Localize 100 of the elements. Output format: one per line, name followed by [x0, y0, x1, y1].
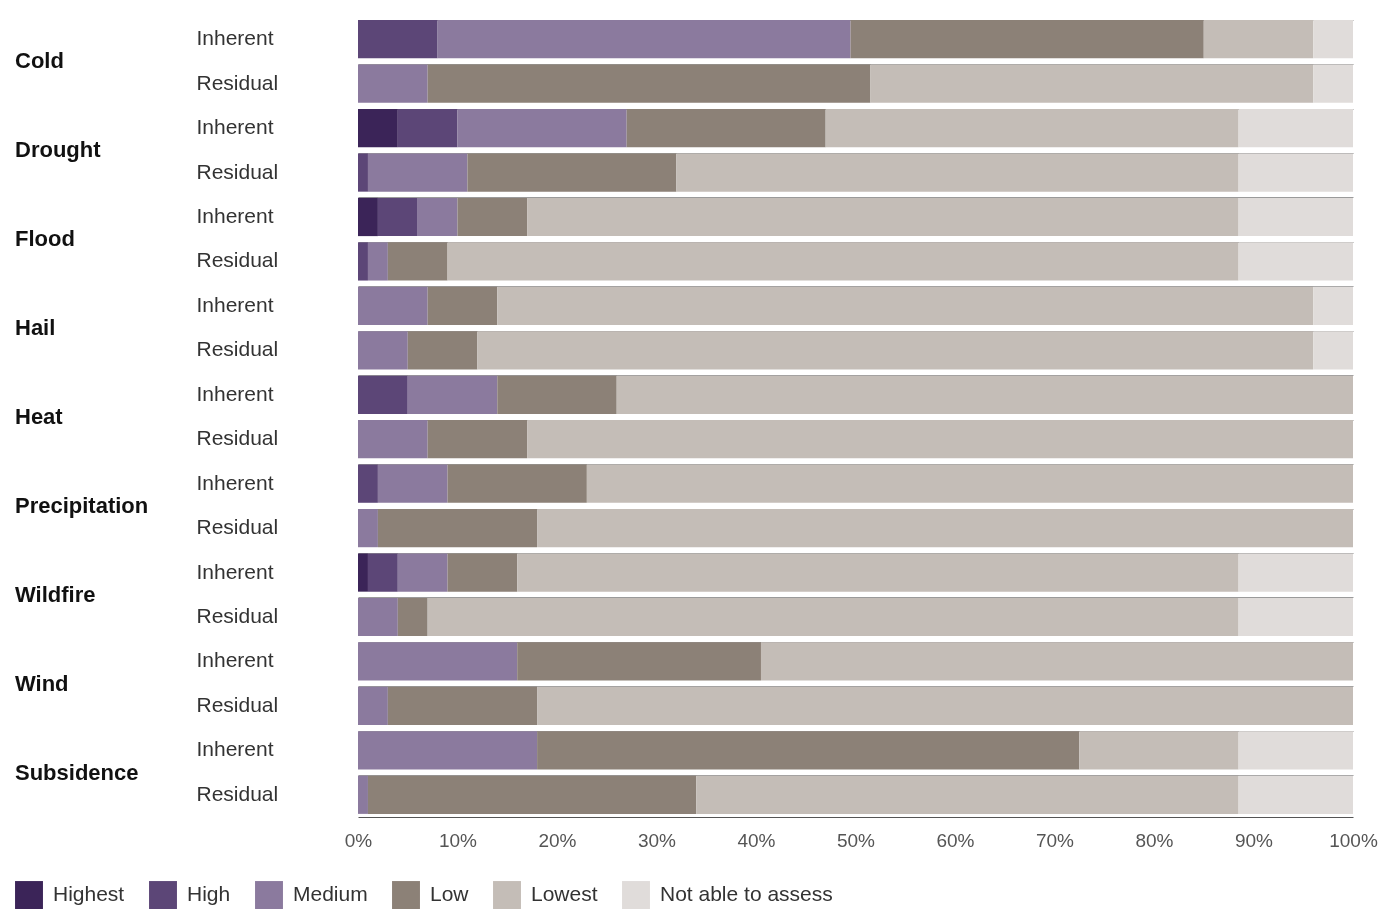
x-tick-label: 30%	[637, 829, 677, 851]
bar	[358, 153, 368, 192]
bar	[537, 509, 1353, 548]
bar	[358, 242, 368, 281]
bar	[358, 331, 408, 370]
bar	[367, 775, 697, 814]
bar	[1313, 286, 1353, 325]
bar	[1238, 731, 1353, 770]
text: Wind	[15, 670, 69, 696]
bar	[358, 375, 408, 414]
bar	[377, 509, 538, 548]
y-tick-label: Residual	[196, 248, 279, 272]
x-tick-label: 20%	[538, 829, 577, 851]
bar	[467, 153, 677, 192]
y-tick-label: Inherent	[196, 737, 274, 761]
bar	[427, 286, 498, 325]
bar	[358, 686, 388, 725]
bar	[447, 464, 587, 503]
legend-label: Highest	[53, 882, 125, 906]
bar	[1238, 775, 1353, 814]
bar	[1079, 731, 1239, 770]
bar	[477, 331, 1314, 370]
bar	[676, 153, 1239, 192]
bar	[397, 553, 448, 592]
y-tick-label: Inherent	[196, 381, 274, 405]
bar	[397, 109, 458, 148]
y-tick-label: Inherent	[196, 26, 274, 50]
bar	[358, 731, 538, 770]
bar	[358, 286, 428, 325]
y-tick-label: Residual	[196, 426, 279, 450]
bar	[358, 464, 378, 503]
legend-label: Medium	[293, 882, 368, 906]
x-tick-label: 10%	[438, 829, 478, 851]
text: Subsidence	[15, 759, 139, 785]
bar	[358, 597, 398, 637]
bar	[358, 775, 368, 814]
text: Precipitation	[15, 492, 149, 518]
bar	[537, 686, 1353, 725]
y-tick-label: Inherent	[196, 559, 274, 583]
y-tick-label: Residual	[196, 692, 279, 716]
bar	[358, 197, 378, 237]
y-tick-label: Inherent	[196, 115, 274, 139]
bar	[586, 464, 1353, 503]
text: Wildfire	[15, 581, 96, 607]
bar	[616, 375, 1353, 414]
text: Cold	[15, 48, 64, 74]
x-tick-label: 70%	[1035, 829, 1075, 851]
y-tick-label: Inherent	[196, 470, 274, 494]
bar	[407, 331, 478, 370]
bar	[1238, 153, 1353, 192]
y-tick-label: Inherent	[196, 292, 274, 316]
bar	[1313, 20, 1353, 59]
bar	[1238, 242, 1353, 281]
bar	[1238, 197, 1353, 237]
bar	[417, 197, 458, 237]
bar	[358, 64, 428, 103]
legend-label: High	[187, 882, 231, 906]
bar	[1313, 331, 1353, 370]
bar	[537, 731, 1080, 770]
x-tick-label: 100%	[1329, 829, 1378, 851]
x-tick-label: 90%	[1234, 829, 1274, 851]
bar	[850, 20, 1204, 59]
bar	[377, 197, 418, 237]
bar	[407, 375, 498, 414]
x-tick-label: 80%	[1135, 829, 1174, 851]
y-tick-label: Residual	[196, 70, 279, 94]
bar	[358, 109, 398, 148]
bar	[387, 242, 448, 281]
bar	[527, 420, 1353, 459]
bar	[457, 197, 528, 237]
bar	[517, 642, 761, 681]
bar	[367, 242, 388, 281]
y-tick-label: Residual	[196, 159, 279, 183]
legend-label: Not able to assess	[660, 882, 833, 906]
y-tick-label: Residual	[196, 515, 279, 539]
bar	[358, 20, 438, 59]
x-tick-label: 60%	[936, 829, 975, 851]
text: Heat	[15, 404, 64, 429]
bar	[377, 464, 448, 503]
x-tick-label: 50%	[836, 829, 876, 851]
bar	[527, 197, 1239, 237]
y-tick-label: Residual	[196, 337, 279, 361]
text: Hail	[15, 315, 56, 341]
legend-label: Low	[430, 882, 470, 906]
bar	[447, 242, 1239, 281]
bar	[1238, 597, 1353, 637]
bar	[626, 109, 826, 148]
bar	[397, 597, 428, 637]
bar	[870, 64, 1314, 103]
x-tick-label: 40%	[737, 829, 776, 851]
y-tick-label: Residual	[196, 604, 279, 627]
bar	[1238, 553, 1353, 592]
y-tick-label: Residual	[196, 781, 279, 805]
bar	[358, 509, 378, 548]
y-tick-label: Inherent	[196, 204, 274, 227]
bar	[517, 553, 1239, 592]
bar	[358, 553, 368, 592]
bar	[427, 64, 871, 103]
bar	[367, 553, 398, 592]
bar	[387, 686, 538, 725]
